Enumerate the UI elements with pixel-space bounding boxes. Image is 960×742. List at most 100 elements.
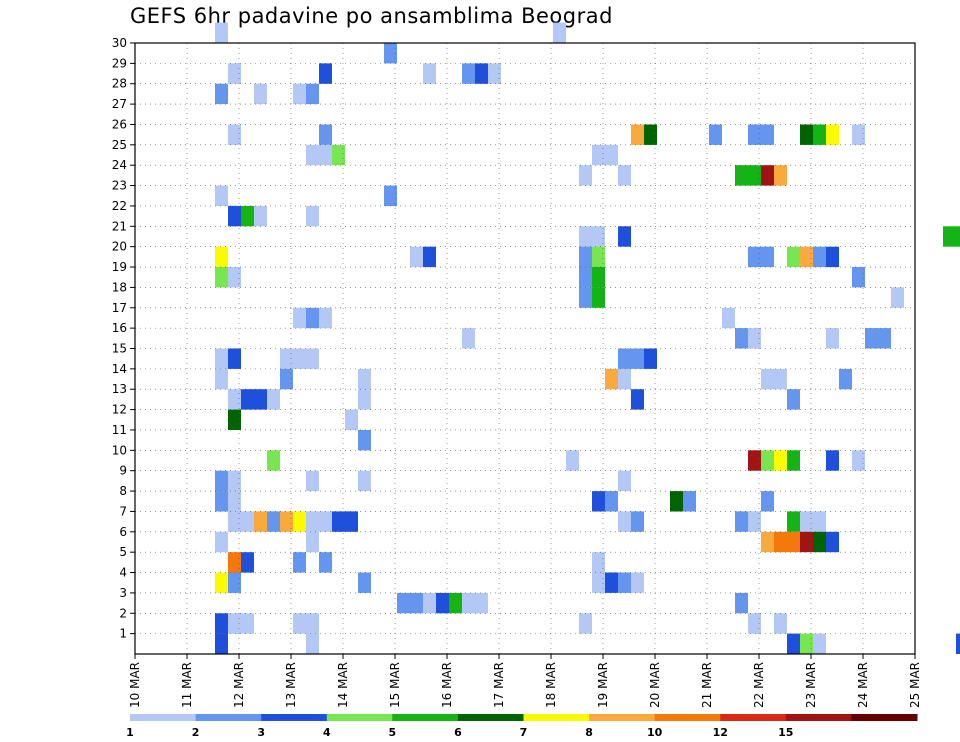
y-tick-label: 2 [119,606,127,620]
heatmap-cell [228,348,241,369]
y-tick-label: 10 [112,443,127,457]
heatmap-cell [306,83,319,105]
heatmap-cell [800,246,813,268]
y-tick-label: 30 [112,36,127,50]
y-tick-label: 18 [112,280,127,294]
y-tick-label: 19 [112,260,127,274]
colorbar-label: 4 [323,726,331,739]
heatmap-cell [761,124,774,145]
heatmap-cell [319,63,332,84]
heatmap-cell [813,531,826,553]
x-tick-label: 19 MAR [596,662,610,708]
heatmap-cell [956,226,960,247]
x-tick-label: 20 MAR [648,662,662,708]
heatmap-cell [644,348,657,369]
heatmap-cell [579,246,592,268]
heatmap-cell [592,144,605,166]
heatmap-cell [618,368,631,390]
heatmap-cell [215,267,228,288]
heatmap-cell [423,246,436,268]
heatmap-cell [709,124,722,145]
heatmap-cell [410,592,423,614]
heatmap-cell [215,613,228,634]
y-tick-label: 6 [119,525,127,539]
colorbar-swatch [589,714,656,721]
heatmap-cell [748,246,761,268]
heatmap-cell [826,450,839,471]
heatmap-cell [267,511,280,532]
heatmap-cell [228,409,241,430]
heatmap-cell [228,470,241,492]
heatmap-cell [215,348,228,369]
heatmap-cell [423,63,436,84]
heatmap-cell [618,572,631,593]
heatmap-cell [215,246,228,268]
heatmap-cell [761,368,774,390]
heatmap-cell [319,307,332,329]
heatmap-cell [722,307,735,329]
heatmap-cell [618,165,631,186]
heatmap-cell [735,165,748,186]
heatmap-cell [241,613,254,634]
x-tick-label: 16 MAR [440,662,454,708]
heatmap-cell [813,633,826,654]
heatmap-cell [579,165,592,186]
heatmap-cell [280,348,293,369]
heatmap-cell [670,491,683,512]
colorbar-swatch [785,714,852,721]
heatmap-cell [618,470,631,492]
colorbar-swatch [457,714,524,721]
x-tick-label: 25 MAR [908,662,922,708]
heatmap-cell [683,491,696,512]
heatmap-cell [436,592,449,614]
heatmap-cell [306,531,319,553]
heatmap-cell [774,613,787,634]
heatmap-cell [241,205,254,227]
heatmap-cell [592,491,605,512]
colorbar-swatch [130,714,197,721]
y-tick-label: 15 [112,342,127,356]
heatmap-cell [215,368,228,390]
heatmap-cell [852,267,865,288]
heatmap-cell [475,592,488,614]
heatmap-cell [267,450,280,471]
heatmap-cell [241,552,254,573]
heatmap-cell [475,63,488,84]
y-tick-label: 9 [119,464,127,478]
heatmap-cell [631,124,644,145]
heatmap-cell [280,511,293,532]
heatmap-cell [774,368,787,390]
heatmap-cell [228,552,241,573]
heatmap-cell [241,389,254,410]
heatmap-cell [748,613,761,634]
heatmap-cell [748,450,761,471]
x-tick-label: 10 MAR [128,662,142,708]
heatmap-cell [267,389,280,410]
heatmap-cell [215,185,228,206]
colorbar-label: 5 [388,726,396,739]
colorbar-label: 3 [257,726,265,739]
heatmap-cell [345,511,358,532]
heatmap-cell [293,511,306,532]
heatmap-cell [735,511,748,532]
heatmap-cell [306,613,319,634]
heatmap-cell [358,368,371,390]
heatmap-cell [215,531,228,553]
heatmap-cell [579,267,592,288]
heatmap-cell [787,511,800,532]
heatmap-cell [306,205,319,227]
y-tick-label: 3 [119,586,127,600]
colorbar-swatch [392,714,459,721]
heatmap-cell [397,592,410,614]
x-tick-label: 18 MAR [544,662,558,708]
y-axis: 1234567891011121314151617181920212223242… [112,36,135,641]
y-tick-label: 20 [112,240,127,254]
heatmap-cell [605,144,618,166]
y-tick-label: 24 [112,158,127,172]
heatmap-cell [735,328,748,349]
heatmap-cell [306,470,319,492]
x-tick-label: 17 MAR [492,662,506,708]
heatmap-cells [215,22,960,654]
heatmap-cell [956,633,960,654]
heatmap-cell [787,531,800,553]
